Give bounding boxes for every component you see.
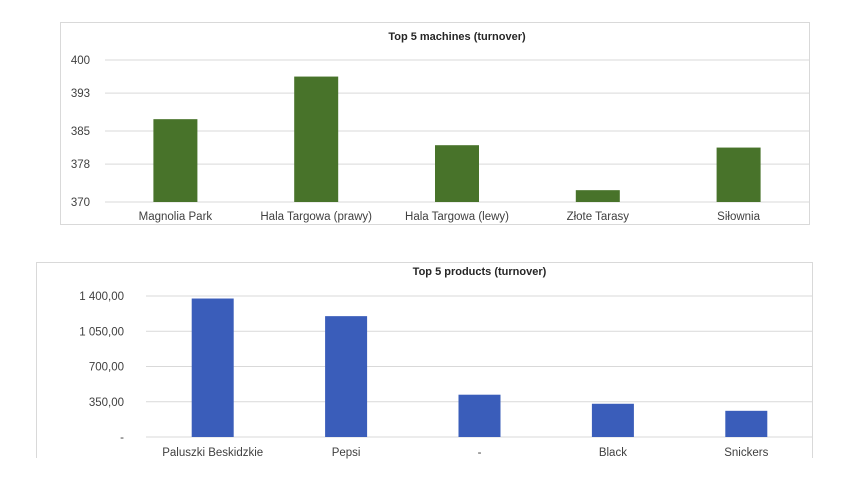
products-bar bbox=[191, 298, 234, 437]
machines-bar bbox=[153, 119, 198, 202]
machines-category-label: Hala Targowa (prawy) bbox=[260, 211, 372, 223]
machines-category-label: Złote Tarasy bbox=[567, 211, 630, 223]
products-chart-svg: Top 5 products (turnover) - 350,00 700,00 1 … bbox=[79, 266, 813, 459]
machines-category-label: Siłownia bbox=[717, 211, 760, 223]
machines-category-label: Hala Targowa (lewy) bbox=[405, 211, 509, 223]
products-bar bbox=[458, 394, 501, 437]
machines-bar bbox=[435, 145, 479, 202]
machines-chart: Top 5 machines (turnover) 370 378 385 393 400… bbox=[60, 22, 810, 225]
machines-y-tick-label: 385 bbox=[71, 126, 90, 138]
products-y-tick-label: 1 050,00 bbox=[79, 326, 124, 338]
products-bar bbox=[725, 410, 768, 437]
products-category-label: Pepsi bbox=[332, 447, 361, 459]
products-chart: Top 5 products (turnover) - 350,00 700,00 1 … bbox=[36, 262, 813, 459]
machines-y-tick-label: 393 bbox=[71, 88, 90, 100]
products-y-tick-label: 350,00 bbox=[89, 397, 124, 409]
products-category-label: - bbox=[478, 447, 482, 459]
machines-chart-svg: Top 5 machines (turnover) 370 378 385 393 400… bbox=[71, 31, 809, 223]
products-y-tick-label: - bbox=[120, 432, 124, 444]
products-chart-title: Top 5 products (turnover) bbox=[413, 266, 547, 278]
products-category-label: Paluszki Beskidzkie bbox=[162, 447, 263, 459]
machines-category-label: Magnolia Park bbox=[139, 211, 213, 223]
products-bar bbox=[325, 316, 368, 437]
machines-chart-title: Top 5 machines (turnover) bbox=[388, 31, 526, 43]
machines-bar bbox=[294, 76, 339, 202]
machines-y-tick-label: 400 bbox=[71, 55, 90, 67]
machines-y-tick-label: 370 bbox=[71, 197, 90, 209]
machines-bar bbox=[575, 190, 620, 202]
products-bar bbox=[591, 403, 634, 437]
machines-y-tick-label: 378 bbox=[71, 159, 90, 171]
products-y-tick-label: 1 400,00 bbox=[79, 291, 124, 303]
products-y-tick-label: 700,00 bbox=[89, 362, 124, 374]
products-category-label: Snickers bbox=[724, 447, 768, 459]
machines-bar bbox=[716, 147, 761, 202]
products-category-label: Black bbox=[599, 447, 627, 459]
